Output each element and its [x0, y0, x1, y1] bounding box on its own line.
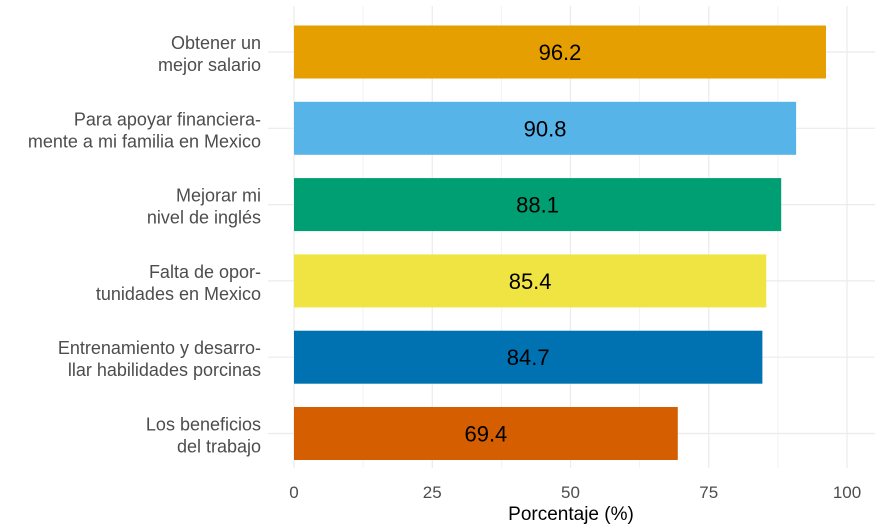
category-label-line: Para apoyar financiera- — [74, 109, 261, 129]
x-axis-title: Porcentaje (%) — [508, 504, 634, 525]
category-label-line: Falta de opor- — [149, 262, 261, 282]
category-labels: Obtener un mejor salario Para apoyar finan… — [28, 33, 261, 457]
category-label-line: Los beneficios — [146, 415, 261, 435]
bar — [294, 25, 826, 79]
category-label: Entrenamiento y desarro-llar habilidades… — [58, 338, 261, 380]
category-label: Mejorar mi nivel de inglés — [147, 186, 261, 228]
x-tick-label: 75 — [699, 483, 718, 502]
value-label: 88.1 — [516, 193, 559, 218]
category-label-line: nivel de inglés — [147, 208, 261, 228]
bars — [294, 25, 826, 460]
value-labels: 96.2 90.8 88.1 85.4 84.7 69.4 — [464, 40, 581, 447]
category-label-line: del trabajo — [177, 437, 261, 457]
category-label-line: Mejorar mi — [176, 186, 261, 206]
minor-gridlines — [362, 6, 779, 468]
x-tick-label: 25 — [423, 483, 442, 502]
category-label: Para apoyar financiera-mente a mi famili… — [28, 109, 261, 151]
x-tick-labels: 0 25 50 75 100 — [289, 483, 861, 502]
category-label-line: tunidades en Mexico — [96, 284, 261, 304]
bar — [294, 407, 678, 460]
value-label: 96.2 — [539, 40, 582, 65]
category-label-line: llar habilidades porcinas — [68, 360, 261, 380]
bar — [294, 254, 767, 308]
value-label: 84.7 — [507, 345, 550, 370]
category-label: Falta de opor-tunidades en Mexico — [96, 262, 261, 304]
value-label: 85.4 — [509, 269, 552, 294]
category-label: Obtener un mejor salario — [158, 33, 261, 75]
x-tick-label: 50 — [561, 483, 580, 502]
x-tick-label: 0 — [289, 483, 298, 502]
category-label-line: Obtener un — [171, 33, 261, 53]
value-label: 69.4 — [464, 422, 507, 447]
bar — [294, 101, 797, 155]
category-label-line: mejor salario — [158, 55, 261, 75]
value-label: 90.8 — [524, 116, 567, 141]
category-label-line: Entrenamiento y desarro- — [58, 338, 261, 358]
category-label-line: mente a mi familia en Mexico — [28, 131, 261, 151]
category-label: Los beneficios del trabajo — [146, 415, 261, 457]
bar — [294, 330, 763, 384]
x-tick-label: 100 — [833, 483, 861, 502]
bar — [294, 178, 782, 232]
